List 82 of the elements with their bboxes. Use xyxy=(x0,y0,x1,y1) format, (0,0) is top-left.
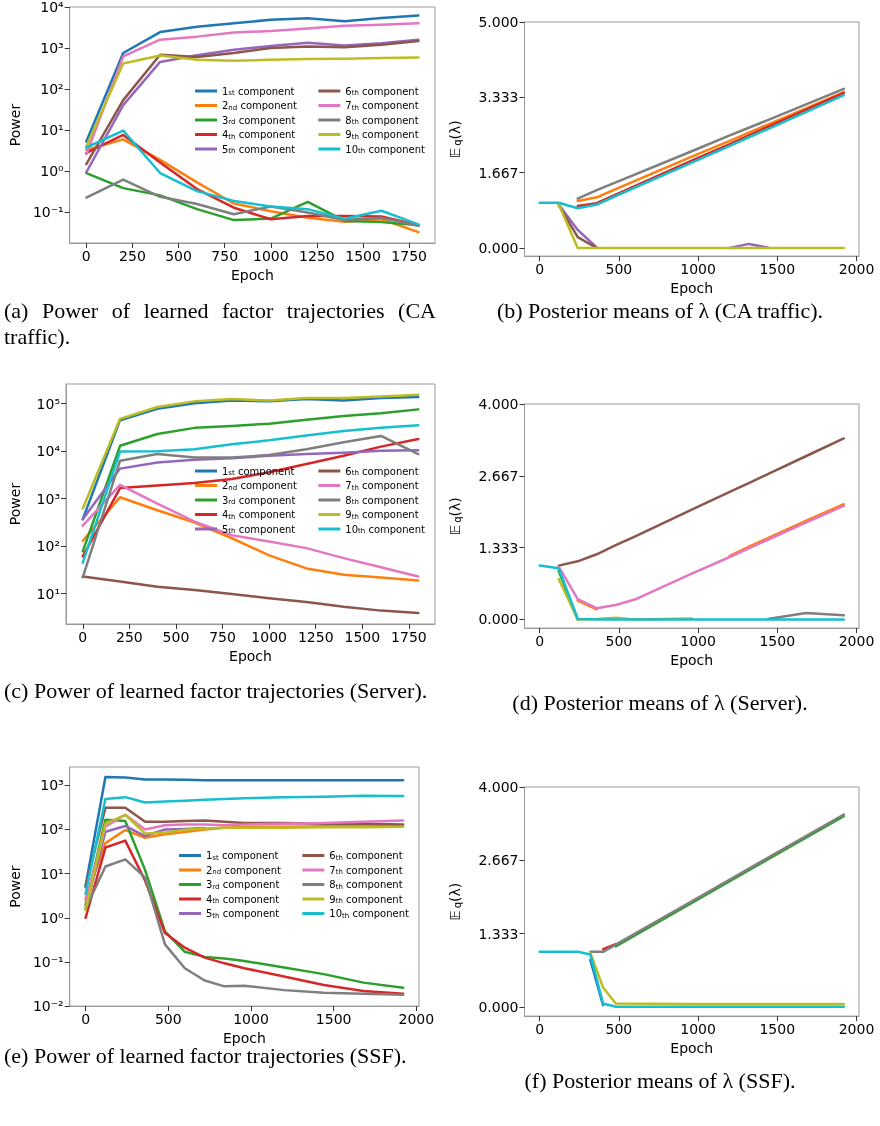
y-tick-label: 10¹ xyxy=(40,122,64,139)
y-tick-label: 0.000 xyxy=(478,998,519,1015)
text: (f) Posterior means of λ (SSF). xyxy=(523,1068,797,1094)
text: (b) Posterior means of λ (CA traffic). xyxy=(495,298,825,324)
x-tick-label: 1000 xyxy=(680,633,716,650)
x-tick-label: 1000 xyxy=(252,248,289,264)
x-tick-label: 2000 xyxy=(838,633,875,650)
x-tick-label: 2000 xyxy=(838,261,875,278)
x-tick-label: 750 xyxy=(209,629,236,645)
y-tick-label: 10³ xyxy=(40,40,64,57)
x-tick-label: 0 xyxy=(535,633,545,650)
y-tick-label: 1.333 xyxy=(478,539,519,556)
y-tick-label: 3.333 xyxy=(478,89,519,106)
y-tick-label: 4.000 xyxy=(478,396,519,412)
y-tick-label: 2.667 xyxy=(478,852,519,869)
x-tick-label: 1000 xyxy=(251,629,287,645)
text: (c) Power of learned factor trajectories (Server). xyxy=(4,678,429,704)
y-axis-title: Power xyxy=(7,865,23,908)
x-tick-label: 1500 xyxy=(345,248,381,264)
y-tick-label: 2.667 xyxy=(478,467,519,484)
x-tick-label: 750 xyxy=(211,248,239,264)
x-tick-label: 1500 xyxy=(344,629,381,645)
x-tick-label: 500 xyxy=(165,248,192,264)
y-axis-title: Power xyxy=(7,103,23,147)
y-tick-label: 10⁰ xyxy=(40,909,65,926)
y-tick-label: 10³ xyxy=(40,777,64,794)
y-tick-label: 1.333 xyxy=(478,925,519,942)
x-tick-label: 1500 xyxy=(759,1021,796,1038)
y-axis-title: 𝔼q(λ) xyxy=(447,120,463,158)
y-tick-label: 10¹ xyxy=(40,865,64,882)
x-tick-label: 250 xyxy=(116,629,143,645)
y-tick-label: 5.000 xyxy=(478,14,519,30)
y-tick-label: 4.000 xyxy=(478,779,519,795)
x-axis-title: Epoch xyxy=(670,1040,714,1056)
x-tick-label: 0 xyxy=(535,261,545,278)
x-axis-title: Epoch xyxy=(222,1030,266,1046)
y-tick-label: 10³ xyxy=(36,490,60,507)
y-tick-label: 10⁰ xyxy=(40,163,65,180)
y-axis-title: 𝔼q(λ) xyxy=(447,497,463,535)
x-tick-label: 1750 xyxy=(391,248,427,264)
y-axis-title: 𝔼q(λ) xyxy=(447,882,463,921)
y-tick-label: 10¹ xyxy=(36,585,60,602)
x-tick-label: 500 xyxy=(605,261,633,278)
x-tick-label: 1250 xyxy=(299,248,335,264)
x-tick-label: 500 xyxy=(605,633,633,650)
x-tick-label: 2000 xyxy=(398,1011,435,1028)
y-tick-label: 10² xyxy=(36,538,60,555)
y-tick-label: 1.667 xyxy=(478,164,519,181)
x-tick-label: 1000 xyxy=(233,1011,269,1028)
y-tick-label: 10⁵ xyxy=(36,395,60,412)
x-tick-label: 2000 xyxy=(838,1021,875,1038)
x-tick-label: 1000 xyxy=(680,1021,716,1038)
x-tick-label: 0 xyxy=(78,629,88,645)
x-tick-label: 1500 xyxy=(759,633,796,650)
text: (a) Power of learned factor trajectories (CA traffic). xyxy=(4,298,436,350)
y-tick-label: 0.000 xyxy=(478,611,519,628)
y-tick-label: 10⁴ xyxy=(40,0,65,15)
y-axis-title: Power xyxy=(7,482,23,526)
x-tick-label: 1500 xyxy=(315,1011,352,1028)
y-tick-label: 10⁴ xyxy=(36,443,61,460)
x-axis-title: Epoch xyxy=(670,280,714,296)
text: (d) Posterior means of λ (Server). xyxy=(511,690,809,716)
x-tick-label: 250 xyxy=(119,248,146,264)
y-tick-label: 10⁻¹ xyxy=(32,953,64,970)
x-tick-label: 500 xyxy=(162,629,190,645)
y-tick-label: 10² xyxy=(40,821,64,838)
x-tick-label: 500 xyxy=(154,1011,182,1028)
x-tick-label: 0 xyxy=(535,1021,545,1038)
x-tick-label: 1250 xyxy=(297,629,334,645)
x-tick-label: 1750 xyxy=(391,629,427,645)
x-tick-label: 500 xyxy=(605,1021,633,1038)
y-tick-label: 0.000 xyxy=(478,239,519,256)
x-tick-label: 1000 xyxy=(680,261,716,278)
x-axis-title: Epoch xyxy=(230,266,274,283)
x-tick-label: 0 xyxy=(81,248,91,264)
x-axis-title: Epoch xyxy=(229,647,272,664)
x-axis-title: Epoch xyxy=(670,652,714,668)
x-tick-label: 1500 xyxy=(759,261,796,278)
y-tick-label: 10⁻¹ xyxy=(32,204,64,221)
y-tick-label: 10² xyxy=(40,81,64,98)
x-tick-label: 0 xyxy=(81,1011,91,1028)
y-tick-label: 10⁻² xyxy=(32,998,64,1015)
